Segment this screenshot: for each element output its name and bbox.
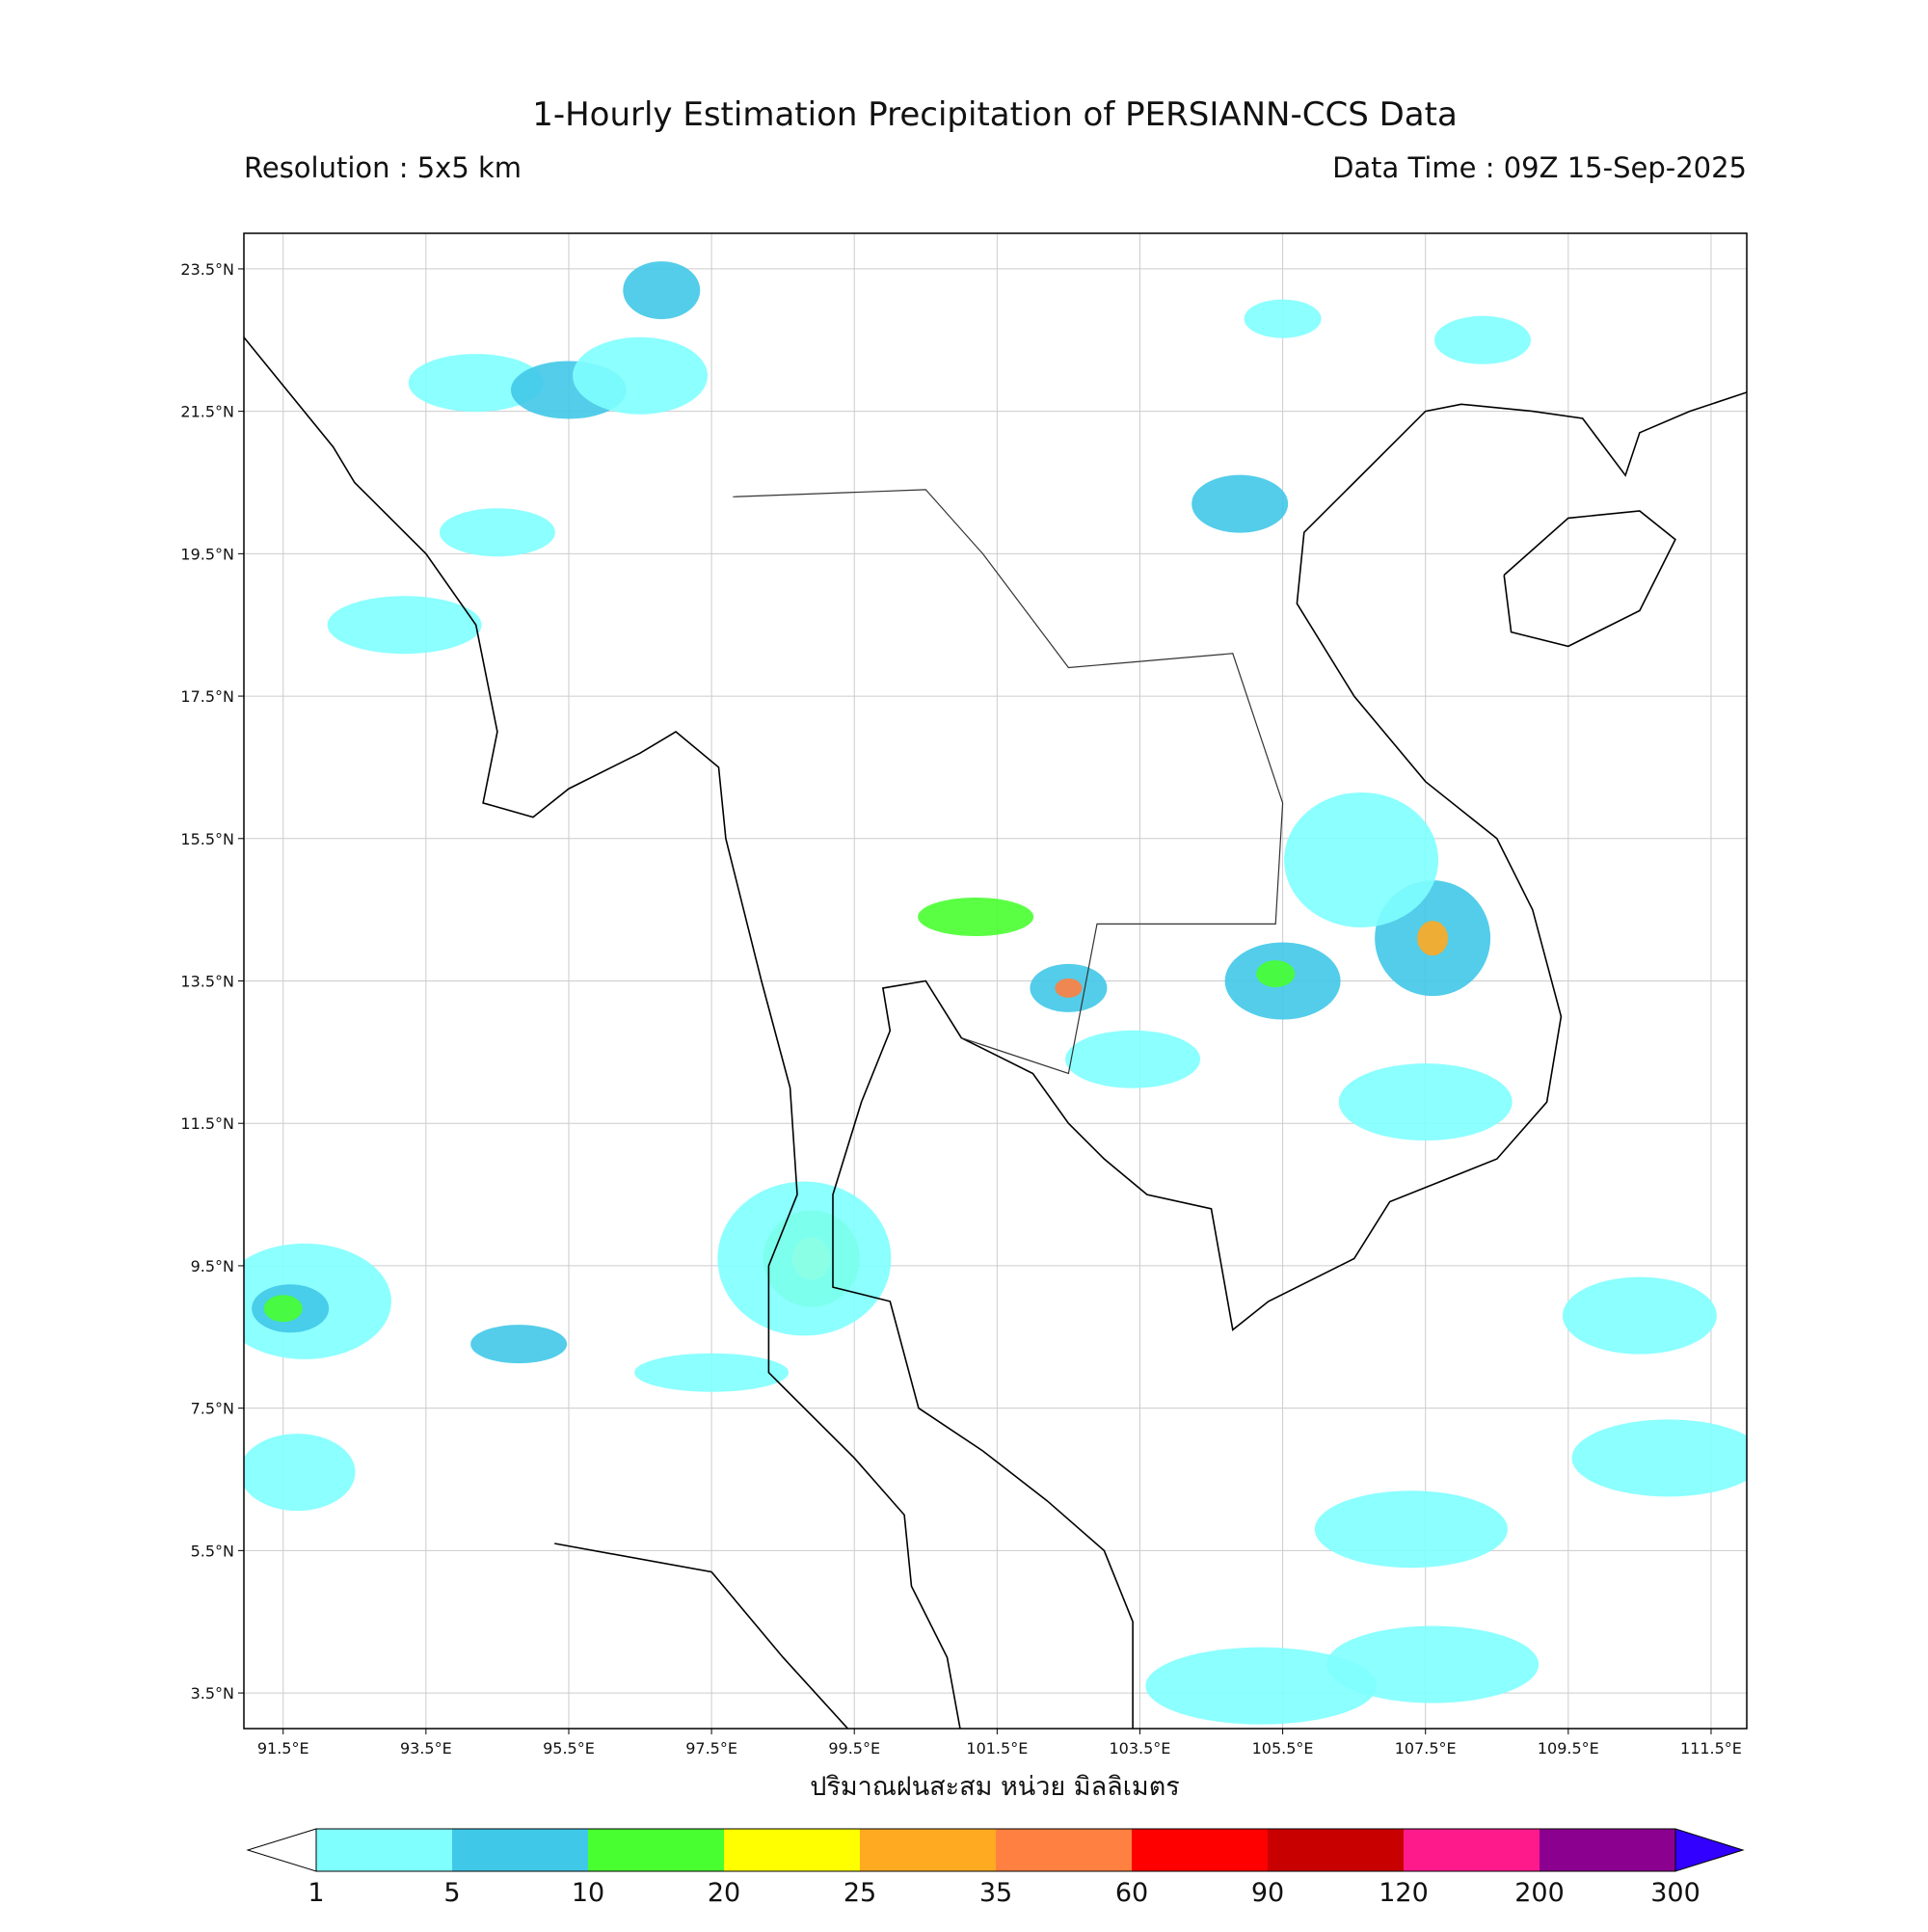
colorbar-label: 300: [1650, 1878, 1700, 1908]
colorbar-bin: [860, 1829, 996, 1871]
map-area: [244, 261, 1747, 1729]
map-title: 1-Hourly Estimation Precipitation of PER…: [532, 95, 1458, 134]
x-tick-label: 99.5°E: [828, 1739, 880, 1758]
y-tick-label: 23.5°N: [180, 260, 234, 279]
precip-area: [1284, 792, 1439, 927]
colorbar-label: 35: [979, 1878, 1012, 1908]
y-tick-label: 5.5°N: [191, 1542, 234, 1560]
coastline: [554, 1543, 849, 1729]
x-tick-label: 105.5°E: [1252, 1739, 1314, 1758]
precip-area: [1571, 1419, 1747, 1497]
x-tick-label: 109.5°E: [1538, 1739, 1599, 1758]
colorbar-extend-low: [246, 1828, 317, 1872]
y-tick-label: 13.5°N: [180, 973, 234, 991]
subtitle-right: Data Time : 09Z 15-Sep-2025: [1332, 151, 1747, 184]
precip-area: [1145, 1647, 1378, 1725]
precip-area: [623, 261, 701, 320]
y-tick-label: 11.5°N: [180, 1114, 234, 1133]
colorbar-bin: [316, 1829, 452, 1871]
colorbar-bin: [588, 1829, 724, 1871]
precip-area: [1256, 960, 1296, 988]
colorbar-bin: [1404, 1829, 1540, 1871]
colorbar-extend-high: [1674, 1828, 1745, 1872]
colorbar-bin: [452, 1829, 588, 1871]
precip-area: [244, 1434, 356, 1512]
colorbar-label: 90: [1251, 1878, 1284, 1908]
x-tick-label: 101.5°E: [966, 1739, 1028, 1758]
precip-area: [408, 354, 544, 413]
colorbar-bin: [1540, 1829, 1675, 1871]
x-tick-label: 111.5°E: [1680, 1739, 1742, 1758]
colorbar-outline: [315, 1828, 1676, 1872]
coastline: [244, 335, 1747, 1729]
precip-area: [1065, 1030, 1201, 1088]
precip-area: [918, 898, 1034, 937]
colorbar-label: 25: [844, 1878, 876, 1908]
precip-area: [1244, 299, 1322, 338]
precip-area: [1192, 474, 1289, 533]
y-tick-label: 7.5°N: [191, 1400, 234, 1418]
x-tick-label: 93.5°E: [400, 1739, 452, 1758]
precip-area: [717, 1181, 892, 1336]
x-tick-label: 97.5°E: [685, 1739, 737, 1758]
colorbar-bin: [996, 1829, 1132, 1871]
colorbar-label: 20: [708, 1878, 740, 1908]
colorbar-label: 120: [1379, 1878, 1429, 1908]
map-frame: [243, 232, 1748, 1730]
y-tick-label: 19.5°N: [180, 545, 234, 563]
x-tick-label: 103.5°E: [1110, 1739, 1171, 1758]
precip-area: [573, 336, 709, 415]
x-tick-label: 91.5°E: [257, 1739, 309, 1758]
y-tick-label: 9.5°N: [191, 1257, 234, 1275]
border: [733, 489, 1284, 1075]
precip-area: [470, 1325, 568, 1364]
precip-area: [1338, 1063, 1513, 1141]
precip-area: [634, 1353, 790, 1392]
precip-area: [1055, 978, 1083, 998]
colorbar-label: 5: [443, 1878, 460, 1908]
precip-area: [263, 1295, 303, 1323]
colorbar-bin: [1268, 1829, 1404, 1871]
colorbar-label: 10: [572, 1878, 604, 1908]
axis-label: ปริมาณฝนสะสม หน่วย มิลลิเมตร: [810, 1772, 1180, 1802]
colorbar-label: 1: [308, 1878, 324, 1908]
colorbar-label: 200: [1514, 1878, 1565, 1908]
precip-area: [1433, 315, 1531, 364]
precip-area: [439, 508, 555, 557]
subtitle-left: Resolution : 5x5 km: [244, 151, 522, 184]
precip-area: [1326, 1625, 1540, 1704]
y-tick-label: 17.5°N: [180, 687, 234, 706]
colorbar-bin: [1132, 1829, 1268, 1871]
precip-area: [327, 596, 482, 655]
precip-area: [1314, 1490, 1508, 1569]
island: [1503, 510, 1676, 648]
colorbar-label: 60: [1115, 1878, 1148, 1908]
precip-area: [1562, 1276, 1717, 1355]
precip-area: [1417, 921, 1449, 956]
x-tick-label: 95.5°E: [543, 1739, 595, 1758]
x-tick-label: 107.5°E: [1395, 1739, 1457, 1758]
y-tick-label: 3.5°N: [191, 1684, 234, 1703]
y-tick-label: 21.5°N: [180, 403, 234, 421]
colorbar-bin: [724, 1829, 860, 1871]
y-tick-label: 15.5°N: [180, 830, 234, 848]
